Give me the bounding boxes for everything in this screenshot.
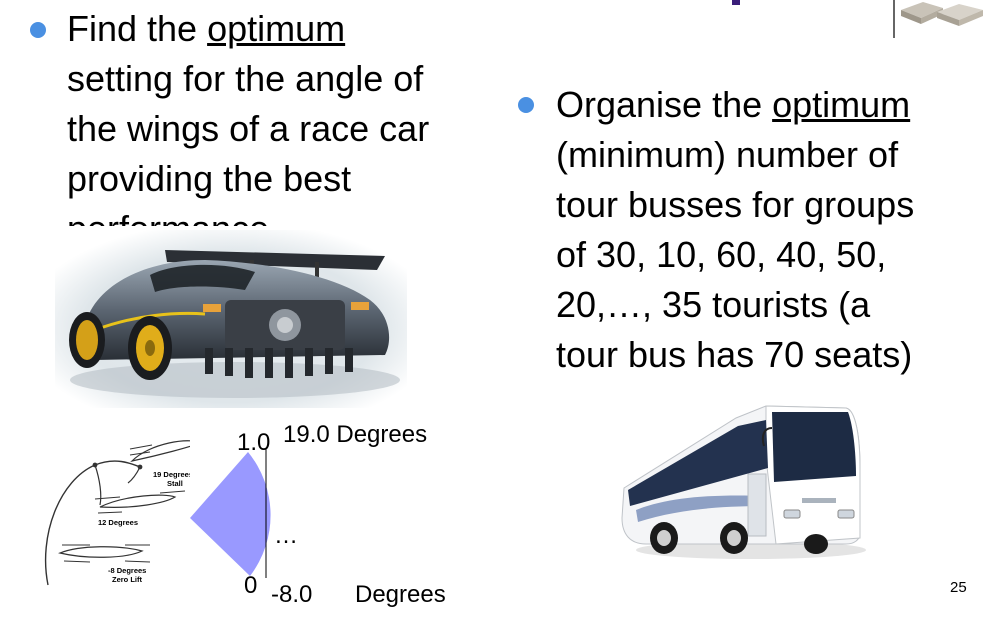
bullet-line: performance — [67, 204, 497, 226]
wing-label-mid-degrees: 12 Degrees — [98, 518, 138, 527]
page-number: 25 — [950, 579, 967, 596]
bullet-line: tour bus has 70 seats) — [556, 334, 913, 375]
wing-label-stall-degrees: 19 Degrees — [153, 470, 190, 479]
bullet-line: tour busses for groups — [556, 184, 915, 225]
right-bullet-text: Organise the optimum (minimum) number of… — [556, 80, 986, 380]
scale-top-value: 1.0 — [237, 429, 271, 456]
race-car-image — [55, 230, 407, 408]
bullet-dot — [518, 97, 534, 113]
scale-bottom-value: 0 — [244, 572, 258, 599]
scale-bottom-label-unit: Degrees — [355, 581, 446, 608]
angle-range-sector — [190, 448, 271, 578]
bullet-line: 20,…, 35 tourists (a — [556, 284, 871, 325]
left-bullet-text: Find the optimum setting for the angle o… — [67, 4, 497, 226]
wing-label-zero-lift: Zero Lift — [112, 575, 142, 584]
scale-top-label: 19.0 Degrees — [283, 421, 428, 448]
wing-label-low-degrees: -8 Degrees — [108, 566, 146, 575]
scale-ellipsis: … — [274, 522, 298, 549]
bullet-line: providing the best — [67, 158, 352, 199]
scale-bottom-label-value: -8.0 — [271, 581, 313, 608]
bullet-dot — [30, 22, 46, 38]
corner-decoration-icon — [893, 0, 983, 38]
title-fragment — [732, 0, 740, 5]
bullet-line: setting for the angle of — [67, 58, 424, 99]
bullet-line: the wings of a race car — [67, 108, 430, 149]
tour-bus-image — [621, 405, 866, 559]
bullet-line: of 30, 10, 60, 40, 50, — [556, 234, 887, 275]
bullet-line: Find the optimum — [67, 8, 346, 49]
bullet-line: (minimum) number of — [556, 134, 899, 175]
wing-label-stall: Stall — [167, 479, 183, 488]
wing-angle-diagram: 19 Degrees Stall 12 Degrees -8 Degrees Z… — [44, 440, 190, 586]
bullet-line: Organise the optimum — [556, 84, 911, 125]
